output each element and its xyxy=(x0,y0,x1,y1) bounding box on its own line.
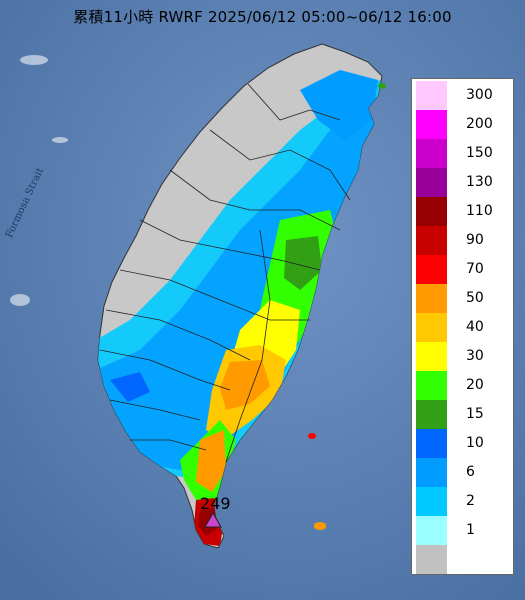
legend-swatch xyxy=(416,110,447,139)
legend-swatch xyxy=(416,168,447,197)
legend: 300 200 150 130 110 90 70 50 40 30 20 15 10 6 2 1 xyxy=(411,78,514,575)
legend-swatch xyxy=(416,197,447,226)
legend-label: 10 xyxy=(466,435,484,451)
county-borders xyxy=(99,83,351,463)
legend-swatch xyxy=(416,139,447,168)
map-title: 累積11小時 RWRF 2025/06/12 05:00~06/12 16:00 xyxy=(73,8,452,26)
legend-label: 110 xyxy=(466,203,493,219)
legend-swatch xyxy=(416,429,447,458)
legend-label: 6 xyxy=(466,464,475,480)
legend-label: 20 xyxy=(466,377,484,393)
guishan-island xyxy=(378,83,386,89)
legend-label: 150 xyxy=(466,145,493,161)
legend-swatch xyxy=(416,284,447,313)
max-value-label: 249 xyxy=(200,494,231,513)
green-island xyxy=(308,433,316,439)
legend-swatch xyxy=(416,81,447,110)
clouds xyxy=(10,55,68,306)
legend-label: 30 xyxy=(466,348,484,364)
legend-label: 70 xyxy=(466,261,484,277)
legend-label: 200 xyxy=(466,116,493,132)
legend-swatch xyxy=(416,458,447,487)
legend-swatch xyxy=(416,313,447,342)
legend-label: 1 xyxy=(466,522,475,538)
legend-swatch xyxy=(416,226,447,255)
legend-label: 50 xyxy=(466,290,484,306)
legend-swatch xyxy=(416,255,447,284)
orchid-island xyxy=(314,522,326,530)
legend-label: 40 xyxy=(466,319,484,335)
legend-label: 2 xyxy=(466,493,475,509)
rainfall-shading xyxy=(98,70,382,546)
legend-swatch xyxy=(416,342,447,371)
legend-swatch xyxy=(416,487,447,516)
legend-swatch xyxy=(416,371,447,400)
legend-label: 130 xyxy=(466,174,493,190)
legend-swatch xyxy=(416,400,447,429)
legend-swatch xyxy=(416,545,447,574)
legend-swatch xyxy=(416,516,447,545)
legend-label: 90 xyxy=(466,232,484,248)
legend-label: 15 xyxy=(466,406,484,422)
legend-label: 300 xyxy=(466,87,493,103)
triangle-marker-icon xyxy=(204,511,222,528)
